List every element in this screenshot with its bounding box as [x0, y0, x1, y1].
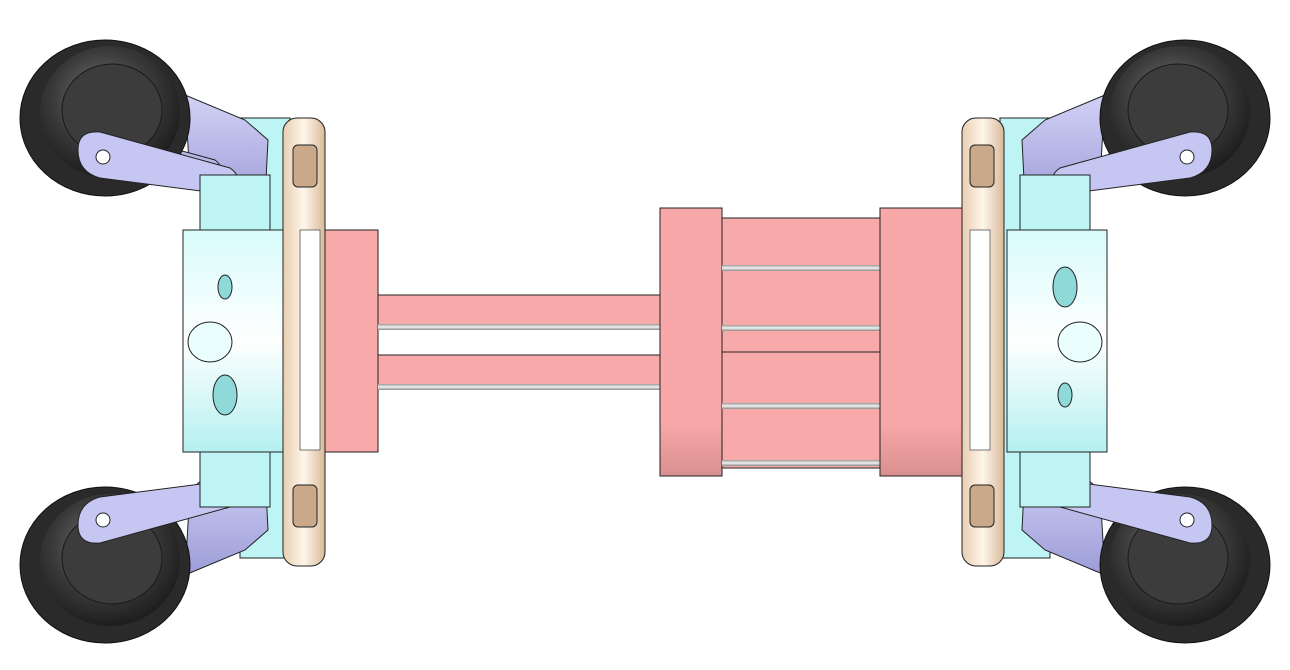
actuator-guide-4: [722, 460, 880, 466]
actuator-guide-2: [722, 325, 880, 331]
actuator-front-plate: [659, 207, 723, 477]
left-housing-bottom-cap: [199, 451, 271, 508]
left-flange-slot-2: [292, 484, 318, 528]
right-housing-bottom-cap: [1019, 451, 1091, 508]
rod-upper-shaft: [378, 324, 663, 330]
rod-lower-shaft: [378, 384, 663, 390]
left-module: [19, 39, 379, 644]
right-actuator: [659, 207, 964, 477]
actuator-guide-1: [722, 265, 880, 271]
right-bottom-pivot: [1179, 512, 1195, 528]
right-housing-hole-1: [1052, 266, 1078, 308]
center-actuator-rods: [377, 294, 664, 390]
right-top-pivot: [1179, 149, 1195, 165]
left-housing-hole-1: [217, 274, 233, 300]
left-flange-slot-1: [292, 144, 318, 188]
right-housing-top-cap: [1019, 174, 1091, 231]
left-bottom-pivot: [95, 512, 111, 528]
right-housing-socket: [1057, 321, 1103, 363]
right-flange-slot-2: [969, 484, 995, 528]
actuator-body: [721, 217, 881, 469]
actuator-rear-plate: [879, 207, 964, 477]
left-flange-window: [299, 229, 321, 451]
right-housing-hole-2: [1057, 382, 1073, 408]
rod-lower: [377, 354, 664, 388]
right-flange-window: [969, 229, 991, 451]
left-housing-top-cap: [199, 174, 271, 231]
left-actuator-mount: [324, 229, 379, 453]
rod-upper: [377, 294, 664, 328]
actuator-guide-3: [722, 403, 880, 409]
left-housing-hole-2: [212, 374, 238, 416]
left-top-pivot: [95, 149, 111, 165]
right-flange-slot-1: [969, 144, 995, 188]
right-module: [961, 39, 1271, 644]
left-housing-socket: [187, 321, 233, 363]
